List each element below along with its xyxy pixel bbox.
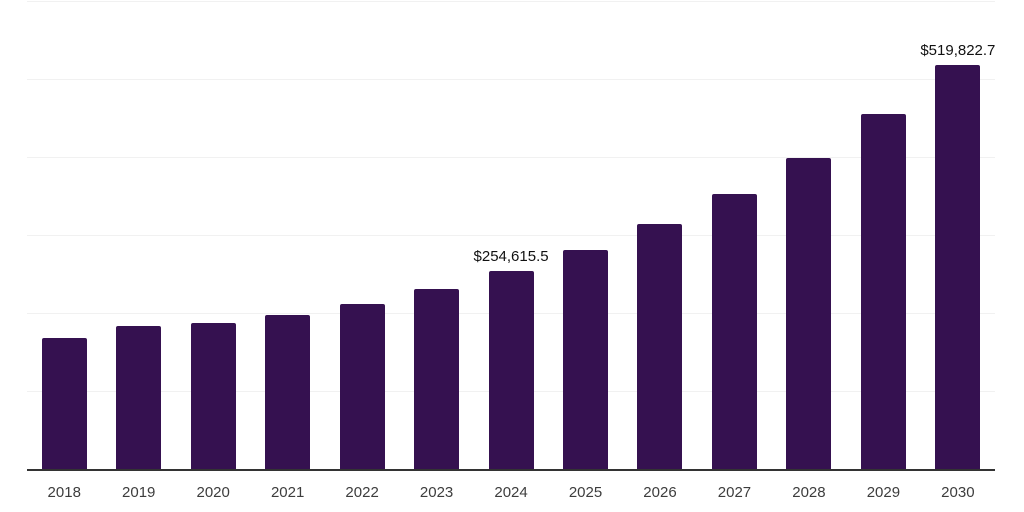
gridline (27, 157, 995, 159)
bar-2027[interactable] (711, 194, 757, 470)
x-tick-2026: 2026 (643, 484, 677, 501)
bar-slot-2018 (27, 2, 101, 470)
bar-2029[interactable] (860, 114, 906, 470)
gridline (27, 79, 995, 80)
bar-slot-2019 (101, 2, 175, 470)
bar-slot-2023 (399, 2, 473, 470)
bar-2024[interactable] (488, 271, 534, 470)
bar-slot-2020 (176, 2, 250, 470)
data-label-2030: $519,822.7 (920, 41, 996, 59)
x-tick-2030: 2030 (941, 484, 975, 501)
bar-2021[interactable] (265, 315, 311, 470)
bar-2020[interactable] (190, 323, 236, 470)
plot-area: $254,615.5 $519,822.7 (27, 1, 995, 471)
bar-slot-2029 (846, 2, 920, 470)
bar-slot-2024: $254,615.5 (473, 2, 549, 470)
bar-2025[interactable] (563, 250, 609, 470)
x-tick-2028: 2028 (792, 484, 826, 501)
gridline (27, 235, 995, 236)
x-tick-2025: 2025 (568, 484, 603, 501)
bar-2018[interactable] (41, 338, 87, 470)
x-tick-2022: 2022 (345, 484, 379, 501)
x-tick-2023: 2023 (419, 484, 454, 501)
x-tick-2027: 2027 (717, 484, 752, 501)
x-tick-2020: 2020 (196, 484, 230, 501)
bar-slot-2021 (250, 2, 324, 470)
bar-2022[interactable] (339, 304, 385, 470)
gridline (27, 1, 995, 2)
x-tick-2021: 2021 (270, 484, 305, 501)
x-axis-line (27, 469, 995, 471)
bar-2030[interactable] (935, 64, 981, 470)
bars-layer: $254,615.5 $519,822.7 (27, 2, 995, 470)
bar-2019[interactable] (116, 326, 162, 470)
bar-slot-2027 (697, 2, 771, 470)
bar-slot-2028 (772, 2, 846, 470)
bar-2023[interactable] (414, 289, 460, 470)
bar-slot-2030: $519,822.7 (920, 2, 996, 470)
x-tick-2019: 2019 (122, 484, 156, 501)
bar-slot-2025 (548, 2, 622, 470)
x-axis-labels: 2018 2019 2020 2021 2022 2023 2024 2025 2026 2027… (27, 484, 995, 501)
data-label-2024: $254,615.5 (473, 248, 549, 266)
x-tick-2018: 2018 (47, 484, 81, 501)
bar-2026[interactable] (637, 224, 683, 470)
x-tick-2029: 2029 (866, 484, 901, 501)
bar-slot-2022 (325, 2, 399, 470)
x-tick-2024: 2024 (494, 484, 528, 501)
bar-2028[interactable] (786, 158, 832, 470)
bar-slot-2026 (623, 2, 697, 470)
